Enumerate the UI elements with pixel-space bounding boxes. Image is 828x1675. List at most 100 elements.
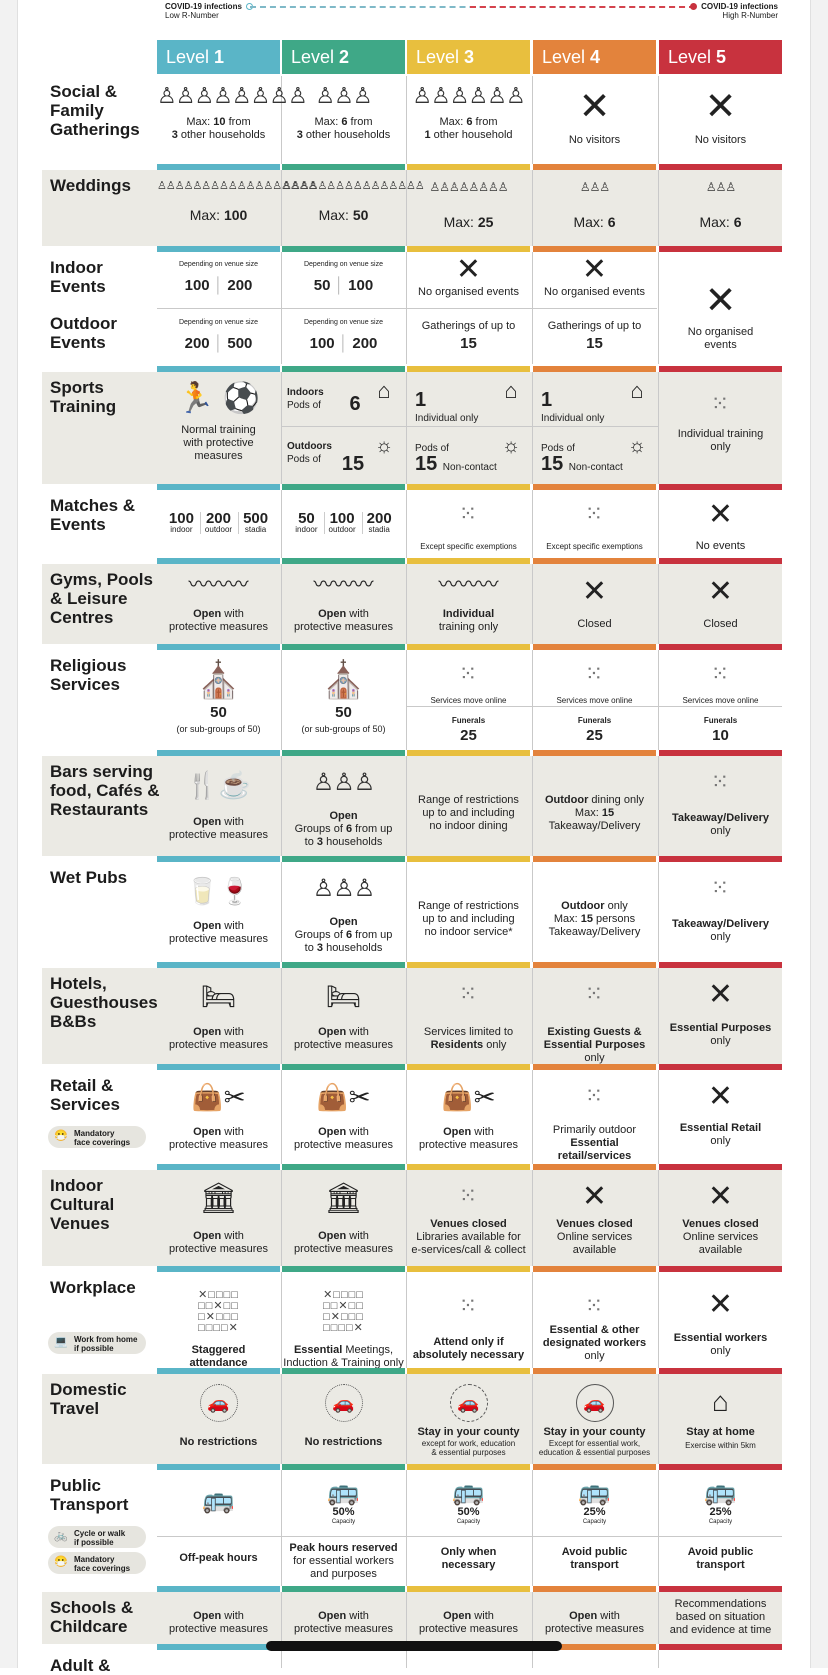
weddings-cell-3: ♙♙♙♙♙♙♙♙ Max: 25 [429, 180, 508, 230]
transport-vline-3 [658, 1470, 659, 1586]
sports-sep-3 [407, 484, 530, 490]
retail-vline-1 [406, 1070, 407, 1164]
social-cell-4: ✕ No visitors [568, 86, 621, 146]
row-label-sports: Sports Training [50, 378, 117, 416]
pubs-cell-3: Range of restrictions up to and including… [418, 900, 519, 938]
hotels-sep-1 [157, 1064, 280, 1070]
gyms-sep-5 [659, 644, 782, 650]
retail-cell-3: 👜✂ Open with protective measures [418, 1082, 519, 1151]
travel-cell-1: 🚗 No restrictions [157, 1384, 280, 1464]
pubs-sep-4 [533, 962, 656, 968]
pubs-sep-2 [282, 962, 405, 968]
hotels-cell-3: ⁙ Services limited to Residents only [423, 981, 514, 1052]
row-label-weddings: Weddings [50, 176, 131, 195]
cultural-cell-3: ⁙ Venues closed Libraries available for e-s… [411, 1183, 526, 1257]
level-1-header: Level 1 [157, 40, 280, 74]
sports-l4-one: 1 [541, 389, 553, 411]
retail-cell-1: 👜✂ Open with protective measures [168, 1082, 269, 1151]
hotels-cell-5: ✕ Essential Purposes only [669, 978, 772, 1048]
sports-sep-5 [659, 484, 782, 490]
weddings-cell-1: ♙♙♙♙♙♙♙♙♙♙♙♙♙♙♙♙♙♙ Max: 100 [157, 180, 318, 223]
social-vline-3 [658, 76, 659, 164]
gyms-vline-2 [532, 564, 533, 644]
pubs-cell-2: ♙♙♙ Open Groups of 6 from up to 3 household… [294, 875, 393, 955]
religious-sep-2 [282, 750, 405, 756]
row-label-workplace: Workplace [50, 1278, 136, 1297]
bars-sep-5 [659, 856, 782, 862]
outdoor-sep-3 [407, 366, 530, 372]
pubs-cell-1: 🥛🍷 Open with protective measures [168, 876, 269, 945]
sports-l3-pods: Pods of [415, 443, 449, 454]
matches-vline-2 [532, 490, 533, 558]
religious-online-5: ⁙ Services move online [682, 661, 759, 706]
level-4-header: Level 4 [533, 40, 656, 74]
matches-cell-1: 100 indoor 200 outdoor 500 stadia [157, 511, 280, 552]
matches-sep-4 [533, 558, 656, 564]
weddings-cell-5: ♙♙♙ Max: 6 [699, 180, 742, 230]
sports-sep-1 [157, 484, 280, 490]
religious-sep-5 [659, 750, 782, 756]
religious-funerals-4: Funerals 25 [577, 716, 612, 744]
travel-sep-4 [533, 1464, 656, 1470]
matches-vline-0 [281, 490, 282, 558]
legend-high: COVID-19 infections High R-Number [701, 2, 778, 20]
row-label-travel: Domestic Travel [50, 1380, 127, 1418]
transport-cell-2: Peak hours reserved for essential workers… [289, 1542, 398, 1580]
retail-sep-1 [157, 1164, 280, 1170]
row-label-matches: Matches & Events [50, 496, 136, 534]
cultural-sep-4 [533, 1266, 656, 1272]
row-label-schools: Schools & Childcare [50, 1598, 134, 1636]
hotels-vline-3 [658, 968, 659, 1064]
gyms-sep-1 [157, 644, 280, 650]
transport-vline-2 [532, 1470, 533, 1586]
row-label-indoor-events: Indoor Events [50, 258, 106, 296]
transport-sep-3 [407, 1586, 530, 1592]
schools-sep-5 [659, 1644, 782, 1650]
transport-capacity-4: 🚌 25% Capacity [578, 1476, 611, 1525]
level-2-header: Level 2 [282, 40, 405, 74]
legend-scale-line-high [470, 6, 695, 8]
hotels-cell-1: 🛏 Open with protective measures [168, 981, 269, 1052]
travel-sep-5 [659, 1464, 782, 1470]
hotels-sep-3 [407, 1064, 530, 1070]
sports-vline-3 [658, 372, 659, 484]
retail-vline-3 [658, 1070, 659, 1164]
sun-icon: ☼ [374, 435, 394, 457]
religious-funerals-3: Funerals 25 [451, 716, 486, 744]
religious-sep-1 [157, 750, 280, 756]
social-sep-3 [407, 164, 530, 170]
home-indicator[interactable] [266, 1641, 562, 1651]
sports-l4-nc: 15 Non-contact [541, 453, 623, 475]
travel-vline-1 [406, 1374, 407, 1464]
retail-vline-2 [532, 1070, 533, 1164]
bars-vline-1 [406, 756, 407, 856]
religious-funerals-5: Funerals 10 [703, 716, 738, 744]
matches-cell-5: ✕ No events [695, 498, 746, 553]
workplace-cell-1: ✕□□□□ □□✕□□ □✕□□□ □□□□✕ Staggered attendance [189, 1289, 248, 1370]
pubs-vline-3 [658, 862, 659, 962]
outdoor-sep-2 [282, 366, 405, 372]
transport-cell-5: Avoid public transport [687, 1546, 754, 1571]
bars-cell-5: ⁙ Takeaway/Delivery only [671, 769, 770, 838]
sports-cell-1: 🏃 ⚽ Normal training with protective measure… [176, 382, 261, 462]
schools-sep-4 [533, 1644, 656, 1650]
retail-sep-5 [659, 1164, 782, 1170]
weddings-sep-4 [533, 246, 656, 252]
cultural-vline-3 [658, 1170, 659, 1266]
adult-vline-3 [658, 1650, 659, 1668]
matches-sep-1 [157, 558, 280, 564]
schools-cell-5: Recommendations based on situation and evi… [669, 1598, 772, 1636]
outdoor-cell-1: Depending on venue size 200 │ 500 [178, 319, 258, 352]
workplace-vline-1 [406, 1272, 407, 1368]
weddings-vline-3 [658, 170, 659, 246]
retail-cell-5: ✕ Essential Retail only [679, 1080, 762, 1148]
workplace-sep-2 [282, 1368, 405, 1374]
schools-vline-3 [658, 1592, 659, 1644]
sports-sep-2 [282, 484, 405, 490]
house-icon: ⌂ [377, 378, 391, 403]
weddings-sep-3 [407, 246, 530, 252]
workplace-cell-4: ⁙ Essential & other designated workers only [542, 1293, 647, 1363]
bars-cell-3: Range of restrictions up to and including… [418, 794, 519, 832]
gyms-sep-4 [533, 644, 656, 650]
row-label-social: Social & Family Gatherings [50, 82, 140, 139]
